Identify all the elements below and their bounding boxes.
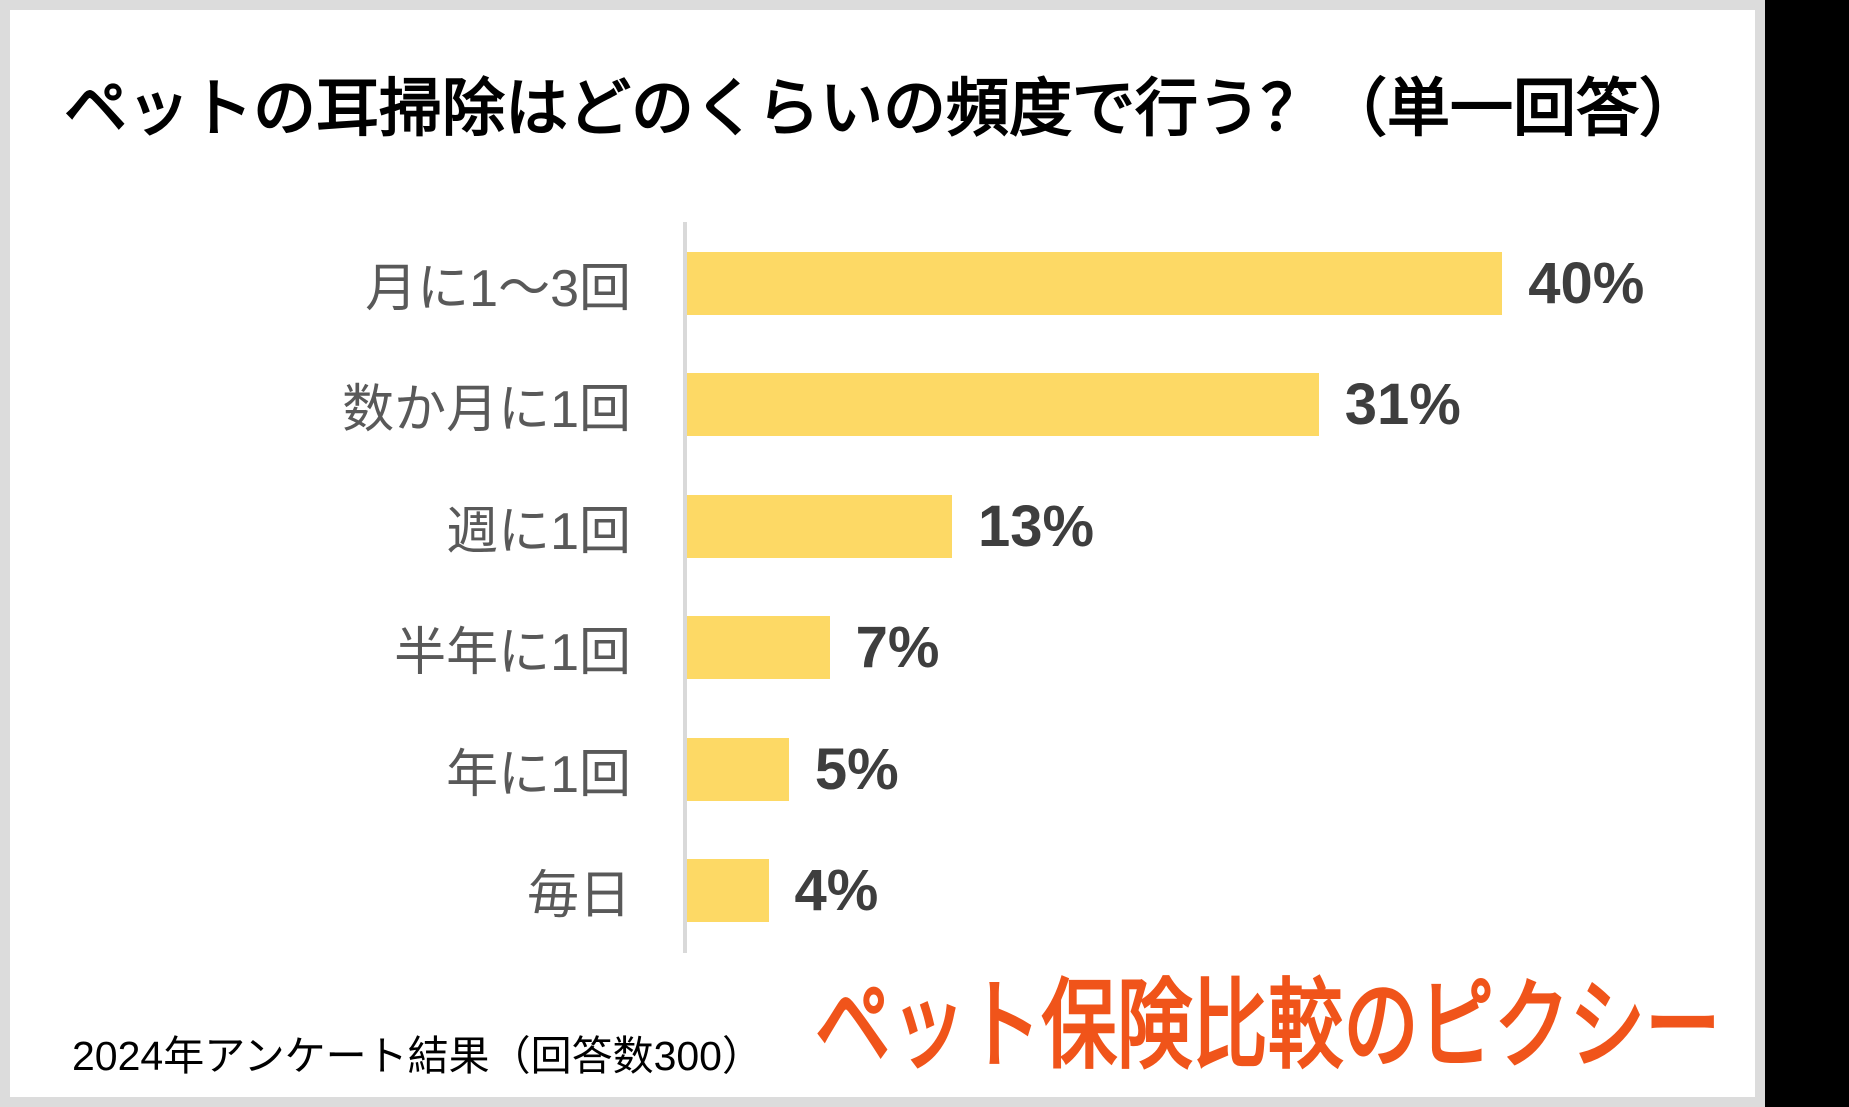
bar-row: 毎日 4% xyxy=(0,830,1740,951)
category-label: 半年に1回 xyxy=(394,624,631,683)
bar-chart: 月に1～3回 40% 数か月に1回 31% 週に1回 13% 半年に1回 7% 年に1回 5% 毎日… xyxy=(0,222,1740,953)
bar-row: 年に1回 5% xyxy=(0,709,1740,830)
value-label: 4% xyxy=(794,858,879,923)
category-label: 月に1～3回 xyxy=(365,260,631,318)
value-label: 7% xyxy=(855,615,940,681)
survey-source-note: 2024年アンケート結果（回答数300） xyxy=(72,1033,763,1079)
category-label: 年に1回 xyxy=(446,745,631,804)
bar-row: 半年に1回 7% xyxy=(0,587,1740,708)
chart-title: ペットの耳掃除はどのくらいの頻度で行う？（単一回答） xyxy=(64,74,1702,144)
bar xyxy=(687,252,1503,315)
value-label: 31% xyxy=(1344,372,1461,438)
category-label: 週に1回 xyxy=(446,502,631,561)
y-axis-line xyxy=(683,222,687,953)
bar xyxy=(687,616,830,680)
value-label: 40% xyxy=(1528,251,1645,316)
bar-row: 週に1回 13% xyxy=(0,466,1740,587)
category-label: 数か月に1回 xyxy=(342,381,631,440)
bar-row: 数か月に1回 31% xyxy=(0,344,1740,465)
bar-row: 月に1～3回 40% xyxy=(0,223,1740,344)
bar xyxy=(687,373,1319,437)
bar xyxy=(687,737,789,801)
value-label: 13% xyxy=(977,493,1095,559)
category-label: 毎日 xyxy=(526,867,631,925)
bar xyxy=(687,859,769,922)
value-label: 5% xyxy=(814,736,899,802)
brand-logo: ペット保険比較のピクシー xyxy=(815,970,1721,1080)
chart-card: ペットの耳掃除はどのくらいの頻度で行う？（単一回答） 月に1～3回 40% 数か月に… xyxy=(0,0,1765,1107)
bar xyxy=(687,494,952,558)
